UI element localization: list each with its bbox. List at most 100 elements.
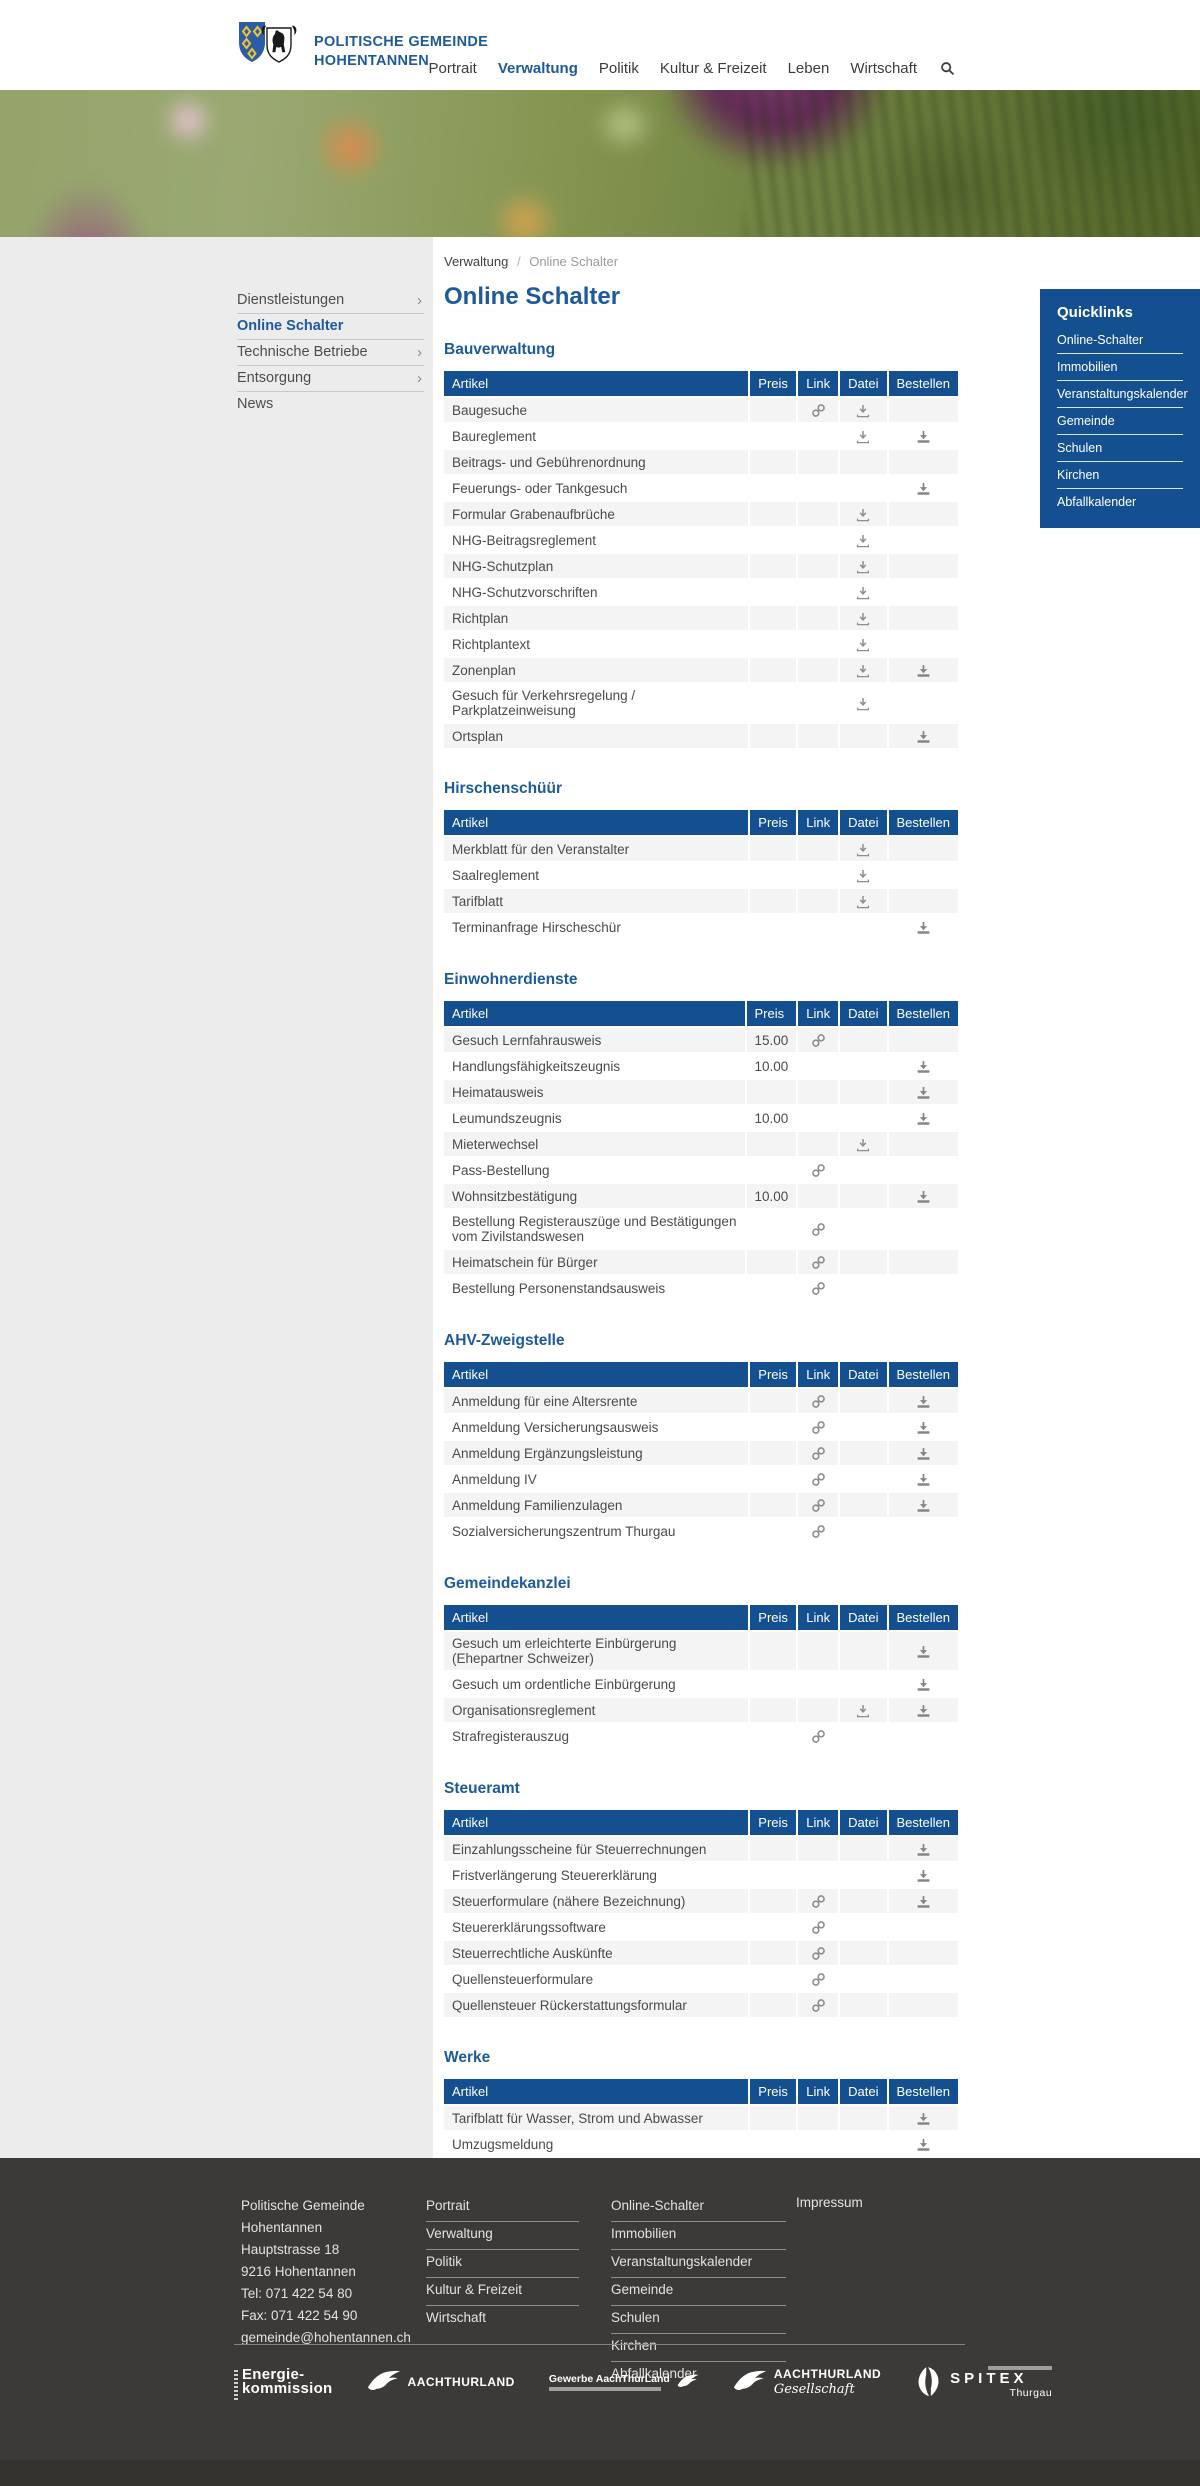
order-download-icon[interactable]	[916, 1895, 931, 1909]
file-download-icon[interactable]	[856, 638, 870, 652]
link-icon[interactable]	[811, 1446, 826, 1461]
file-download-icon[interactable]	[856, 430, 870, 444]
order-download-icon[interactable]	[916, 1869, 931, 1883]
nav-item-verwaltung[interactable]: Verwaltung	[497, 60, 578, 77]
sidebar-item[interactable]: News	[237, 392, 424, 417]
nav-item-wirtschaft[interactable]: Wirtschaft	[850, 60, 917, 77]
aachthurland-logo[interactable]: AACHTHURLAND	[367, 2368, 515, 2395]
file-download-icon[interactable]	[856, 612, 870, 626]
nav-item-portrait[interactable]: Portrait	[428, 60, 477, 77]
file-download-icon[interactable]	[856, 560, 870, 574]
order-download-icon[interactable]	[916, 2112, 931, 2126]
file-download-icon[interactable]	[856, 843, 870, 857]
link-icon[interactable]	[811, 1255, 826, 1270]
order-download-icon[interactable]	[916, 1447, 931, 1461]
order-download-icon[interactable]	[916, 1473, 931, 1487]
preis-cell	[750, 554, 797, 578]
order-download-icon[interactable]	[916, 664, 931, 678]
link-icon[interactable]	[811, 1033, 826, 1048]
order-download-icon[interactable]	[916, 2138, 931, 2152]
sidebar-item[interactable]: Dienstleistungen ›	[237, 288, 424, 314]
quicklink-item[interactable]: Gemeinde	[1057, 408, 1183, 435]
nav-item-politik[interactable]: Politik	[598, 60, 639, 77]
order-download-icon[interactable]	[916, 430, 931, 444]
quicklink-item[interactable]: Online-Schalter	[1057, 327, 1183, 354]
file-download-icon[interactable]	[856, 1138, 870, 1152]
sections-list: Bauverwaltung Artikel Preis Link Datei Beste…	[444, 341, 958, 2158]
link-icon[interactable]	[811, 1420, 826, 1435]
file-download-icon[interactable]	[856, 404, 870, 418]
order-download-icon[interactable]	[916, 730, 931, 744]
footer-nav-item[interactable]: Schulen	[611, 2307, 786, 2334]
sidebar-item[interactable]: Technische Betriebe ›	[237, 340, 424, 366]
link-icon[interactable]	[811, 1524, 826, 1539]
file-download-icon[interactable]	[856, 508, 870, 522]
energiekommission-logo[interactable]: Energie- kommission	[234, 2367, 333, 2400]
file-download-icon[interactable]	[856, 534, 870, 548]
link-icon[interactable]	[811, 1894, 826, 1909]
file-download-icon[interactable]	[856, 664, 870, 678]
file-download-icon[interactable]	[856, 869, 870, 883]
link-icon[interactable]	[811, 1222, 826, 1237]
order-download-icon[interactable]	[916, 1645, 931, 1659]
order-download-icon[interactable]	[916, 1190, 931, 1204]
footer-nav-item[interactable]: Immobilien	[611, 2223, 786, 2250]
order-download-icon[interactable]	[916, 1086, 931, 1100]
order-download-icon[interactable]	[916, 1499, 931, 1513]
quicklink-item[interactable]: Immobilien	[1057, 354, 1183, 381]
order-download-icon[interactable]	[916, 1678, 931, 1692]
order-download-icon[interactable]	[916, 1421, 931, 1435]
footer-nav-item[interactable]: Gemeinde	[611, 2279, 786, 2306]
quicklink-item[interactable]: Veranstaltungskalender	[1057, 381, 1188, 408]
gewerbe-aachthurland-logo[interactable]: Gewerbe AachThurLand	[548, 2373, 699, 2391]
link-icon[interactable]	[811, 1394, 826, 1409]
file-download-icon[interactable]	[856, 1704, 870, 1718]
spitex-logo[interactable]: SPITEX Thurgau	[915, 2364, 1053, 2399]
order-download-icon[interactable]	[916, 1843, 931, 1857]
footer-nav-item[interactable]: Verwaltung	[426, 2223, 579, 2250]
order-download-icon[interactable]	[916, 1704, 931, 1718]
site-logo[interactable]: POLITISCHE GEMEINDE HOHENTANNEN	[237, 20, 488, 77]
link-icon[interactable]	[811, 1163, 826, 1178]
order-download-icon[interactable]	[916, 1112, 931, 1126]
link-icon[interactable]	[811, 1998, 826, 2013]
table-row: Heimatausweis	[444, 1080, 958, 1104]
footer-nav-item[interactable]: Wirtschaft	[426, 2310, 487, 2325]
table-row: Strafregisterauszug	[444, 1724, 958, 1748]
link-icon[interactable]	[811, 1281, 826, 1296]
footer-nav-item[interactable]: Kirchen	[611, 2335, 786, 2362]
file-download-icon[interactable]	[856, 586, 870, 600]
order-download-icon[interactable]	[916, 1060, 931, 1074]
footer-nav-item[interactable]: Kultur & Freizeit	[426, 2279, 579, 2306]
file-download-icon[interactable]	[856, 697, 870, 711]
footer-nav-item[interactable]: Veranstaltungskalender	[611, 2251, 786, 2278]
quicklink-item[interactable]: Abfallkalender	[1057, 495, 1137, 509]
link-icon[interactable]	[811, 1498, 826, 1513]
impressum-link[interactable]: Impressum	[796, 2195, 863, 2210]
sidebar-item[interactable]: Entsorgung ›	[237, 366, 424, 392]
quicklink-item[interactable]: Kirchen	[1057, 462, 1183, 489]
order-download-icon[interactable]	[916, 482, 931, 496]
nav-item-kultur-freizeit[interactable]: Kultur & Freizeit	[659, 60, 767, 77]
search-icon[interactable]	[940, 61, 955, 76]
nav-item-leben[interactable]: Leben	[787, 60, 830, 77]
footer-nav-item[interactable]: Abfallkalender	[611, 2366, 697, 2381]
order-download-icon[interactable]	[916, 1395, 931, 1409]
order-download-icon[interactable]	[916, 921, 931, 935]
link-icon[interactable]	[811, 1729, 826, 1744]
link-icon[interactable]	[811, 1946, 826, 1961]
link-icon[interactable]	[811, 1920, 826, 1935]
link-icon[interactable]	[811, 1972, 826, 1987]
quicklink-item[interactable]: Schulen	[1057, 435, 1183, 462]
footer-nav-item[interactable]: Portrait	[426, 2195, 579, 2222]
link-icon[interactable]	[811, 1472, 826, 1487]
sidebar-item[interactable]: Online Schalter	[237, 314, 424, 340]
breadcrumb-parent[interactable]: Verwaltung	[444, 254, 509, 269]
file-download-icon[interactable]	[856, 895, 870, 909]
footer-nav-item[interactable]: Online-Schalter	[611, 2195, 786, 2222]
preis-cell	[750, 424, 797, 448]
aachthurland-gesellschaft-logo[interactable]: AACHTHURLAND Gesellschaft	[733, 2367, 881, 2397]
link-icon[interactable]	[811, 403, 826, 418]
site-footer: Politische Gemeinde Hohentannen Hauptstras…	[0, 2158, 1200, 2486]
footer-nav-item[interactable]: Politik	[426, 2251, 579, 2278]
